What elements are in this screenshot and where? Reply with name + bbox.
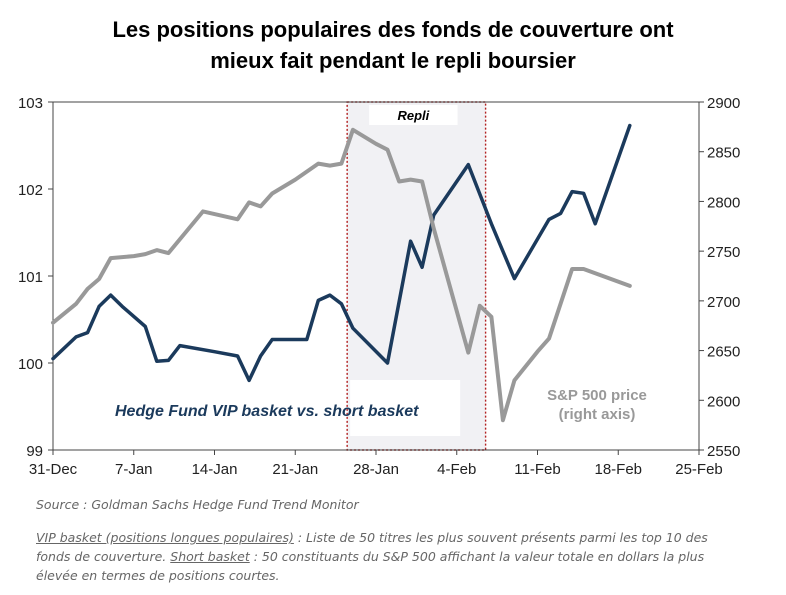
right-axis-tick-label: 2700	[707, 294, 740, 311]
vip-basket-definition: : Liste de 50 titres les plus souvent pr…	[36, 530, 708, 564]
line-chart: Repli 99 100 101 102 103 2550 2600 2650 2700 2750…	[18, 95, 740, 478]
right-axis-tick-label: 2800	[707, 194, 740, 211]
x-axis-tick-label: 25-Feb	[675, 461, 723, 478]
vip-basket-term: VIP basket (positions longues populaires…	[36, 530, 294, 545]
right-axis-tick-label: 2550	[707, 443, 740, 460]
vip-basket-annotation: Hedge Fund VIP basket vs. short basket	[115, 403, 419, 420]
right-axis-tick-label: 2650	[707, 344, 740, 361]
repli-label-box	[369, 105, 458, 125]
right-axis-tick-label: 2600	[707, 393, 740, 410]
x-axis-tick-label: 11-Feb	[514, 461, 560, 478]
sp500-line	[51, 127, 632, 423]
chart-title-line-1: Les positions populaires des fonds de co…	[112, 17, 674, 42]
definition-note: VIP basket (positions longues populaires…	[36, 528, 736, 585]
x-axis-tick-label: 31-Dec	[29, 461, 78, 478]
sp500-annotation-line-1: S&P 500 price	[547, 387, 647, 404]
x-axis-tick-label: 14-Jan	[192, 461, 238, 478]
short-basket-definition: : 50 constituants du S&P 500 affichant l…	[36, 549, 705, 583]
right-axis-tick-label: 2750	[707, 244, 740, 261]
left-axis-tick-label: 101	[18, 269, 43, 286]
left-axis-tick-label: 102	[18, 182, 43, 199]
chart-title-line-2: mieux fait pendant le repli boursier	[210, 48, 576, 73]
annotation-box	[350, 380, 461, 436]
left-axis-tick-label: 100	[18, 356, 43, 373]
source-note: Source : Goldman Sachs Hedge Fund Trend …	[36, 497, 359, 512]
x-axis-tick-label: 21-Jan	[272, 461, 318, 478]
short-basket-term: Short basket	[170, 549, 250, 564]
chart-title: Les positions populaires des fonds de co…	[20, 14, 766, 76]
sp500-annotation-box	[536, 382, 658, 426]
repli-label: Repli	[397, 108, 429, 123]
left-axis-tick-label: 103	[18, 95, 43, 112]
vip-basket-line	[51, 123, 632, 383]
right-axis-tick-label: 2900	[707, 95, 740, 112]
x-axis-tick-label: 7-Jan	[115, 461, 153, 478]
right-axis-tick-label: 2850	[707, 145, 740, 162]
x-axis-tick-label: 28-Jan	[353, 461, 399, 478]
x-axis-tick-label: 4-Feb	[437, 461, 476, 478]
x-axis-tick-label: 18-Feb	[594, 461, 642, 478]
sp500-annotation-line-2: (right axis)	[559, 406, 636, 423]
left-axis-tick-label: 99	[26, 443, 43, 460]
